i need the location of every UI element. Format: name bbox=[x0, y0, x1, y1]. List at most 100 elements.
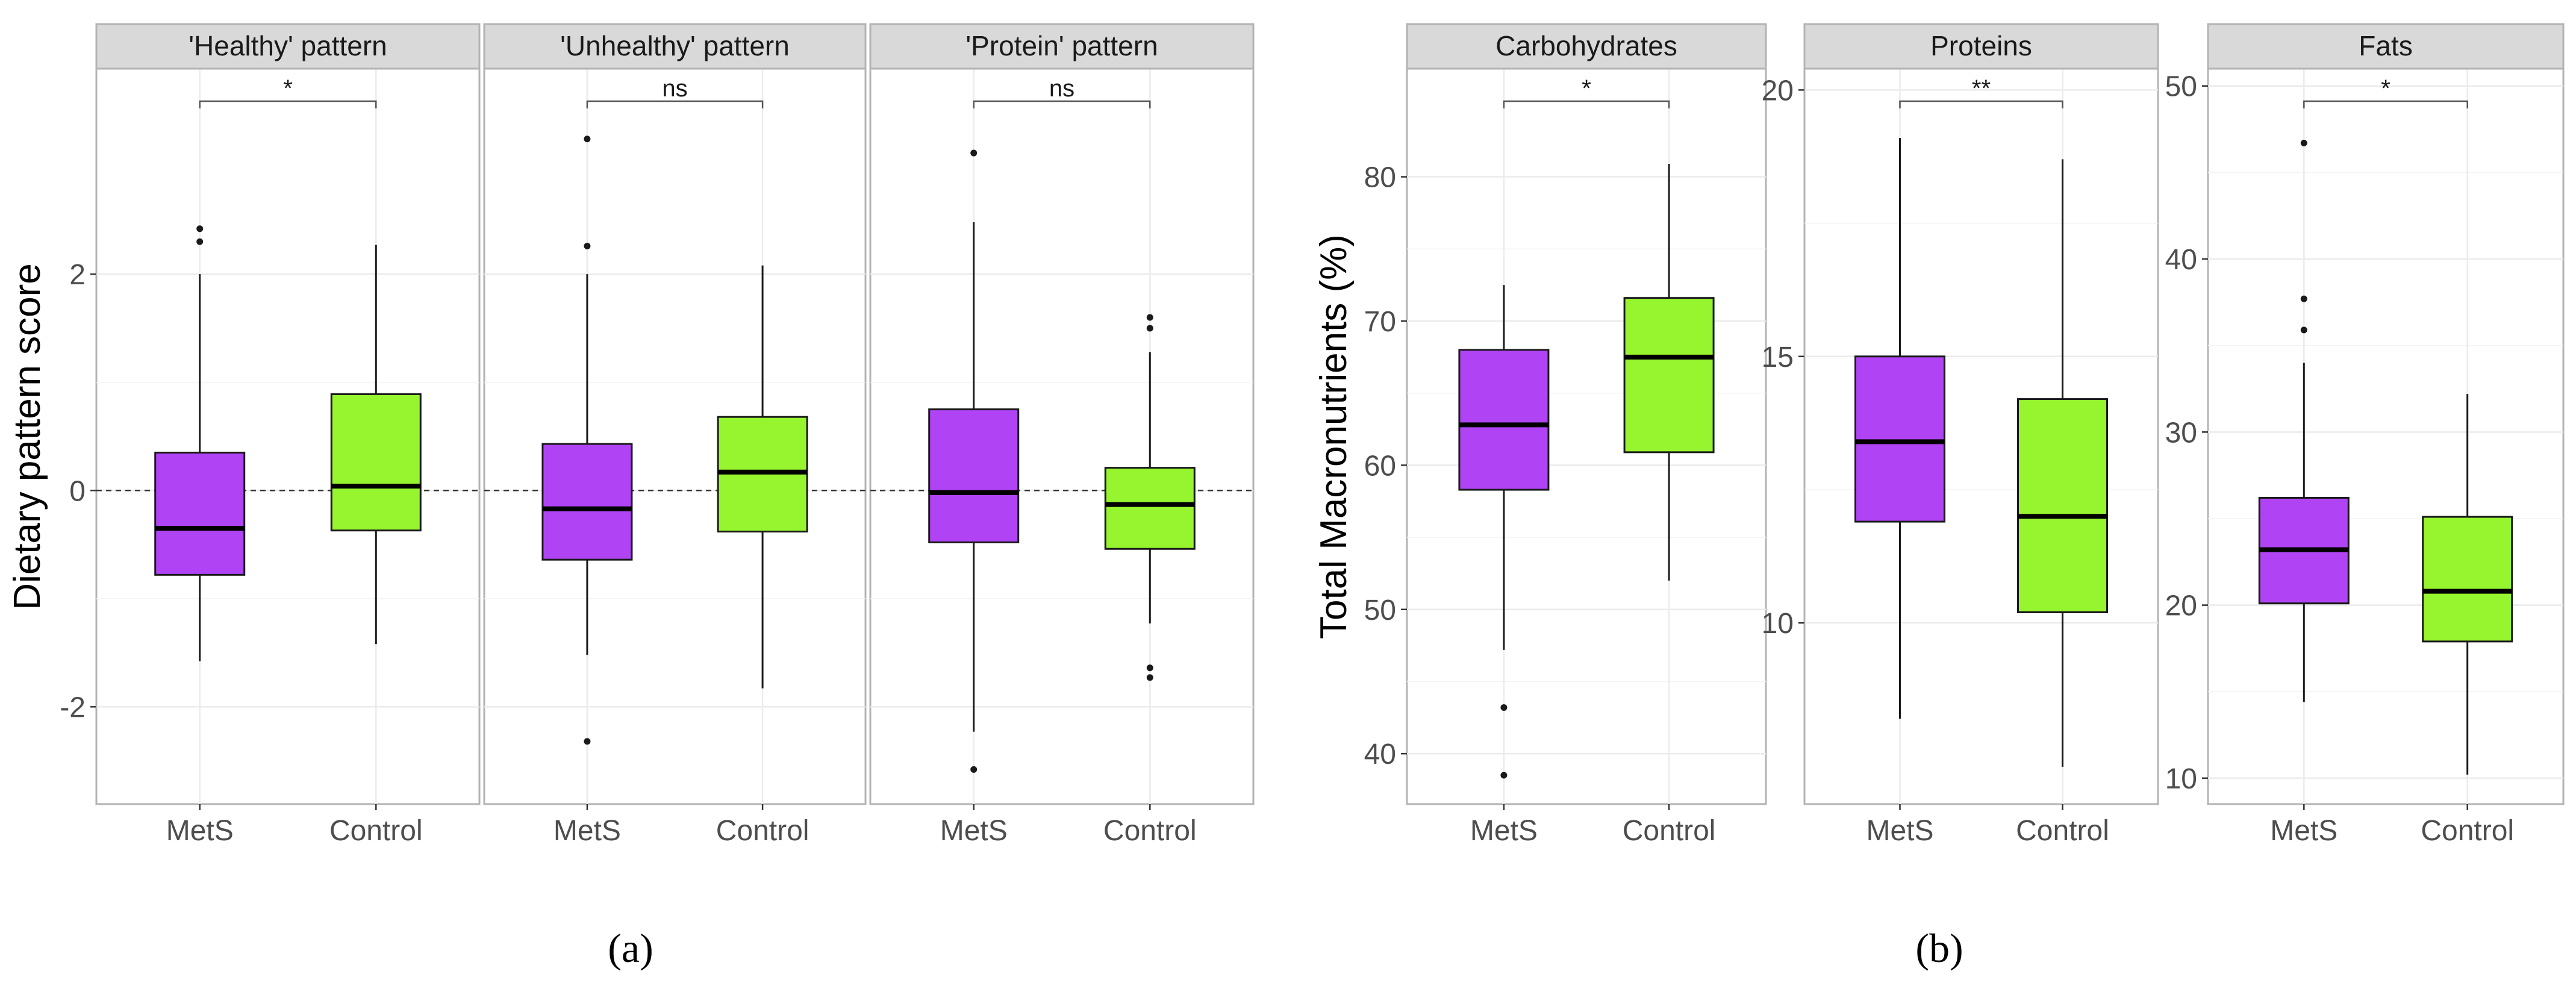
box-mets bbox=[154, 225, 246, 661]
y-tick-label: 15 bbox=[1762, 342, 1794, 373]
significance-bracket: ns bbox=[586, 75, 764, 108]
box-control bbox=[717, 265, 808, 688]
x-tick-label: Control bbox=[329, 815, 423, 847]
y-axis-title: Total Macronutrients (%) bbox=[1313, 234, 1355, 639]
y-tick-label: 20 bbox=[1762, 75, 1794, 107]
outlier-point bbox=[1146, 325, 1153, 332]
facet-strip bbox=[2207, 23, 2565, 70]
significance-label: * bbox=[283, 75, 293, 102]
facet-strip bbox=[95, 23, 481, 70]
facet-strip bbox=[869, 23, 1255, 70]
caption-a: (a) bbox=[608, 925, 653, 971]
x-tick-label: Control bbox=[2421, 815, 2514, 847]
outlier-point bbox=[584, 242, 591, 249]
iqr-box bbox=[1104, 467, 1196, 550]
outlier-point bbox=[970, 766, 978, 773]
significance-bracket: ** bbox=[1899, 75, 2063, 108]
bracket-line bbox=[586, 100, 764, 108]
y-axis-title: Dietary pattern score bbox=[7, 263, 48, 610]
box-mets bbox=[928, 149, 1020, 773]
facet-strip bbox=[1406, 23, 1767, 70]
outlier-point bbox=[2300, 326, 2307, 334]
significance-bracket: ns bbox=[973, 75, 1151, 108]
caption-b: (b) bbox=[1915, 925, 1963, 971]
y-tick-label: 30 bbox=[2165, 417, 2197, 449]
y-tick-label: 70 bbox=[1364, 306, 1396, 338]
x-tick-label: MetS bbox=[2270, 815, 2337, 847]
x-tick-label: MetS bbox=[554, 815, 621, 847]
outlier-point bbox=[1146, 664, 1153, 672]
box-control bbox=[2017, 159, 2109, 767]
significance-bracket: * bbox=[199, 75, 377, 108]
y-tick-label: 50 bbox=[1364, 594, 1396, 626]
outlier-point bbox=[1500, 704, 1508, 711]
facet-title: Carbohydrates bbox=[1495, 30, 1677, 61]
iqr-box bbox=[154, 451, 246, 576]
outlier-point bbox=[584, 136, 591, 143]
x-tick-label: Control bbox=[716, 815, 809, 847]
bracket-line bbox=[199, 100, 377, 108]
x-tick-label: MetS bbox=[940, 815, 1008, 847]
y-tick-label: 20 bbox=[2165, 590, 2197, 622]
facet-title: Proteins bbox=[1930, 30, 2032, 61]
y-tick-label: 40 bbox=[1364, 738, 1396, 770]
bracket-line bbox=[2303, 100, 2468, 108]
box-mets bbox=[1458, 285, 1550, 779]
significance-label: ** bbox=[1972, 75, 1991, 102]
panel-frame bbox=[483, 67, 867, 805]
box-control bbox=[330, 245, 422, 644]
outlier-point bbox=[970, 149, 978, 157]
facet-title: 'Protein' pattern bbox=[965, 30, 1158, 61]
panel-frame bbox=[95, 67, 481, 805]
y-tick-label: -2 bbox=[60, 691, 86, 723]
box-mets bbox=[2258, 140, 2350, 702]
outlier-point bbox=[1146, 674, 1153, 681]
iqr-box bbox=[928, 408, 1020, 543]
facet-strip bbox=[1803, 23, 2159, 70]
facet-title: 'Healthy' pattern bbox=[189, 30, 387, 61]
y-tick-label: 2 bbox=[69, 259, 86, 291]
x-tick-label: MetS bbox=[1866, 815, 1933, 847]
significance-label: * bbox=[2381, 75, 2390, 102]
panel-frame bbox=[869, 67, 1255, 805]
iqr-box bbox=[2017, 398, 2109, 613]
significance-label: ns bbox=[662, 75, 687, 102]
box-mets bbox=[541, 136, 633, 745]
facet-title: Fats bbox=[2359, 30, 2412, 61]
outlier-point bbox=[2300, 295, 2307, 302]
box-control bbox=[1623, 164, 1715, 581]
y-tick-label: 10 bbox=[1762, 608, 1794, 640]
outlier-point bbox=[1500, 772, 1508, 779]
bracket-line bbox=[973, 100, 1151, 108]
facet-strip bbox=[483, 23, 867, 70]
x-tick-label: MetS bbox=[166, 815, 234, 847]
y-tick-label: 50 bbox=[2165, 71, 2197, 103]
box-control bbox=[1104, 314, 1196, 681]
iqr-box bbox=[2422, 516, 2513, 643]
outlier-point bbox=[196, 225, 204, 232]
y-tick-label: 10 bbox=[2165, 763, 2197, 795]
bracket-line bbox=[1503, 100, 1670, 108]
y-tick-label: 60 bbox=[1364, 450, 1396, 482]
box-control bbox=[2422, 394, 2513, 775]
iqr-box bbox=[541, 443, 633, 561]
significance-label: ns bbox=[1049, 75, 1074, 102]
x-tick-label: Control bbox=[1103, 815, 1197, 847]
x-tick-label: MetS bbox=[1470, 815, 1538, 847]
iqr-box bbox=[1458, 349, 1550, 491]
x-tick-label: Control bbox=[2016, 815, 2109, 847]
outlier-point bbox=[2300, 140, 2307, 147]
significance-bracket: * bbox=[2303, 75, 2468, 108]
facet-title: 'Unhealthy' pattern bbox=[560, 30, 790, 61]
y-tick-label: 80 bbox=[1364, 162, 1396, 194]
box-mets bbox=[1854, 138, 1945, 719]
significance-bracket: * bbox=[1503, 75, 1670, 108]
y-tick-label: 0 bbox=[69, 475, 86, 507]
iqr-box bbox=[1854, 355, 1945, 523]
iqr-box bbox=[330, 393, 422, 532]
significance-label: * bbox=[1582, 75, 1591, 102]
outlier-point bbox=[1146, 314, 1153, 321]
iqr-box bbox=[1623, 297, 1715, 454]
outlier-point bbox=[584, 738, 591, 745]
